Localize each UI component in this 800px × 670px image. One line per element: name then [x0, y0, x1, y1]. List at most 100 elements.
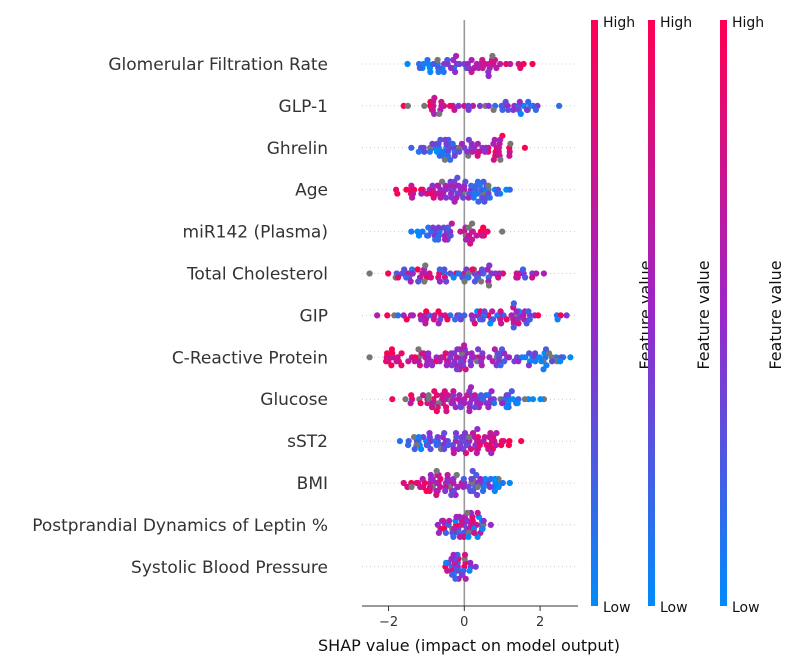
shap-point [440, 102, 448, 109]
shap-point [435, 182, 442, 189]
shap-point [525, 308, 532, 315]
shap-point [433, 140, 440, 147]
shap-point [416, 362, 423, 369]
shap-point [485, 102, 492, 109]
shap-point [415, 148, 422, 155]
shap-point [464, 392, 471, 399]
shap-point [467, 487, 474, 495]
shap-point [388, 362, 395, 369]
shap-point [441, 388, 448, 395]
shap-point [427, 68, 434, 76]
shap-point [447, 64, 455, 72]
colorbar-high-label: High [732, 15, 764, 31]
shap-point [479, 487, 487, 495]
shap-point [405, 442, 412, 449]
shap-point [468, 56, 475, 64]
colorbars: High Low Feature value High Low Feature value… [591, 15, 785, 616]
shap-point [563, 312, 570, 319]
x-tick-label: 2 [536, 615, 544, 630]
shap-point [456, 190, 463, 197]
shap-point [501, 358, 508, 365]
shap-point [452, 491, 459, 499]
shap-point [477, 475, 484, 483]
shap-point [447, 178, 454, 185]
shap-point [501, 350, 508, 357]
shap-point [464, 148, 471, 155]
shap-point [399, 270, 406, 277]
shap-point [465, 106, 472, 113]
shap-point [497, 60, 504, 68]
shap-point [436, 358, 443, 365]
shap-point [468, 312, 475, 319]
shap-point [506, 354, 513, 361]
shap-point [505, 392, 512, 399]
shap-point [452, 68, 459, 76]
shap-point [532, 358, 539, 365]
shap-point [404, 102, 411, 109]
shap-point [374, 312, 381, 319]
shap-point [480, 224, 487, 231]
shap-point [476, 102, 484, 109]
feature-label: GIP [300, 306, 328, 326]
shap-point [526, 350, 533, 357]
shap-point [469, 430, 477, 437]
shap-point [497, 156, 504, 163]
shap-point [487, 430, 494, 437]
shap-point [469, 467, 476, 475]
shap-point [429, 362, 436, 369]
shap-point [495, 483, 502, 491]
shap-point [510, 300, 517, 307]
shap-point [518, 354, 526, 361]
shap-point [514, 400, 521, 407]
shap-point [462, 178, 469, 185]
shap-point [388, 346, 395, 353]
shap-point [557, 358, 564, 365]
shap-point [441, 446, 448, 453]
shap-point [497, 308, 504, 315]
shap-point [430, 316, 437, 323]
shap-point [448, 491, 455, 499]
shap-point [491, 400, 498, 407]
shap-point [424, 56, 431, 64]
shap-point [457, 404, 464, 411]
shap-point [473, 471, 480, 479]
shap-point [521, 144, 529, 151]
shap-point [455, 182, 462, 189]
shap-point [533, 270, 540, 277]
shap-point [472, 563, 479, 570]
shap-point [452, 430, 460, 437]
shap-point [471, 529, 478, 537]
shap-point [519, 266, 527, 273]
shap-point [441, 156, 448, 163]
shap-point [521, 396, 529, 403]
shap-point [426, 430, 433, 437]
shap-point [415, 232, 423, 239]
shap-point [486, 194, 493, 201]
shap-point [384, 350, 391, 357]
shap-point [421, 148, 428, 155]
shap-point [461, 342, 468, 349]
shap-point [418, 190, 425, 197]
shap-point [486, 483, 493, 491]
shap-point [409, 312, 416, 319]
shap-point [445, 442, 452, 449]
colorbar-high-label: High [603, 15, 635, 31]
shap-point [465, 533, 472, 541]
shap-point [456, 60, 463, 68]
shap-point [408, 392, 415, 399]
shap-point [443, 559, 450, 566]
shap-point [467, 559, 474, 566]
colorbar-low-label: Low [732, 600, 760, 616]
shap-point [425, 392, 432, 399]
shap-point [409, 270, 416, 277]
shap-point [444, 567, 451, 574]
shap-point [431, 94, 438, 101]
shap-point [468, 68, 475, 76]
shap-point [414, 266, 421, 273]
shap-point [436, 278, 443, 285]
shap-point [443, 278, 450, 285]
colorbar-low-label: Low [603, 600, 631, 616]
shap-point [443, 194, 450, 201]
shap-point [415, 434, 422, 441]
shap-point [448, 362, 455, 369]
